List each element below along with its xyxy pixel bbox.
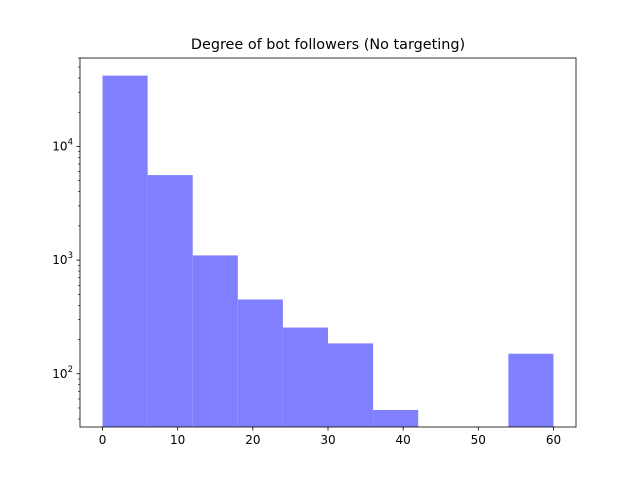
histogram-bar-9 [508,353,554,427]
x-tick-label: 20 [245,433,260,447]
x-tick-label: 10 [170,433,185,447]
x-tick-label: 50 [471,433,486,447]
bars-group [102,75,554,428]
histogram-bar-6 [373,409,419,427]
y-tick-label: 103 [52,251,73,267]
chart-title: Degree of bot followers (No targeting) [191,37,465,53]
histogram-bar-0 [102,75,148,428]
histogram-bar-2 [192,255,238,427]
x-tick-label: 0 [99,433,107,447]
plot-frame [79,57,577,428]
x-axis: 0 10 20 30 40 50 60 [99,427,561,447]
x-tick-label: 40 [396,433,411,447]
histogram-bar-4 [282,327,328,427]
x-tick-label: 30 [320,433,335,447]
y-tick-label: 102 [52,365,73,381]
x-tick-label: 60 [546,433,561,447]
histogram-bar-1 [147,175,193,427]
y-axis: 102 103 104 [52,57,80,420]
y-tick-label: 104 [52,137,73,153]
histogram-bar-5 [328,343,374,427]
histogram-bar-3 [237,299,283,427]
